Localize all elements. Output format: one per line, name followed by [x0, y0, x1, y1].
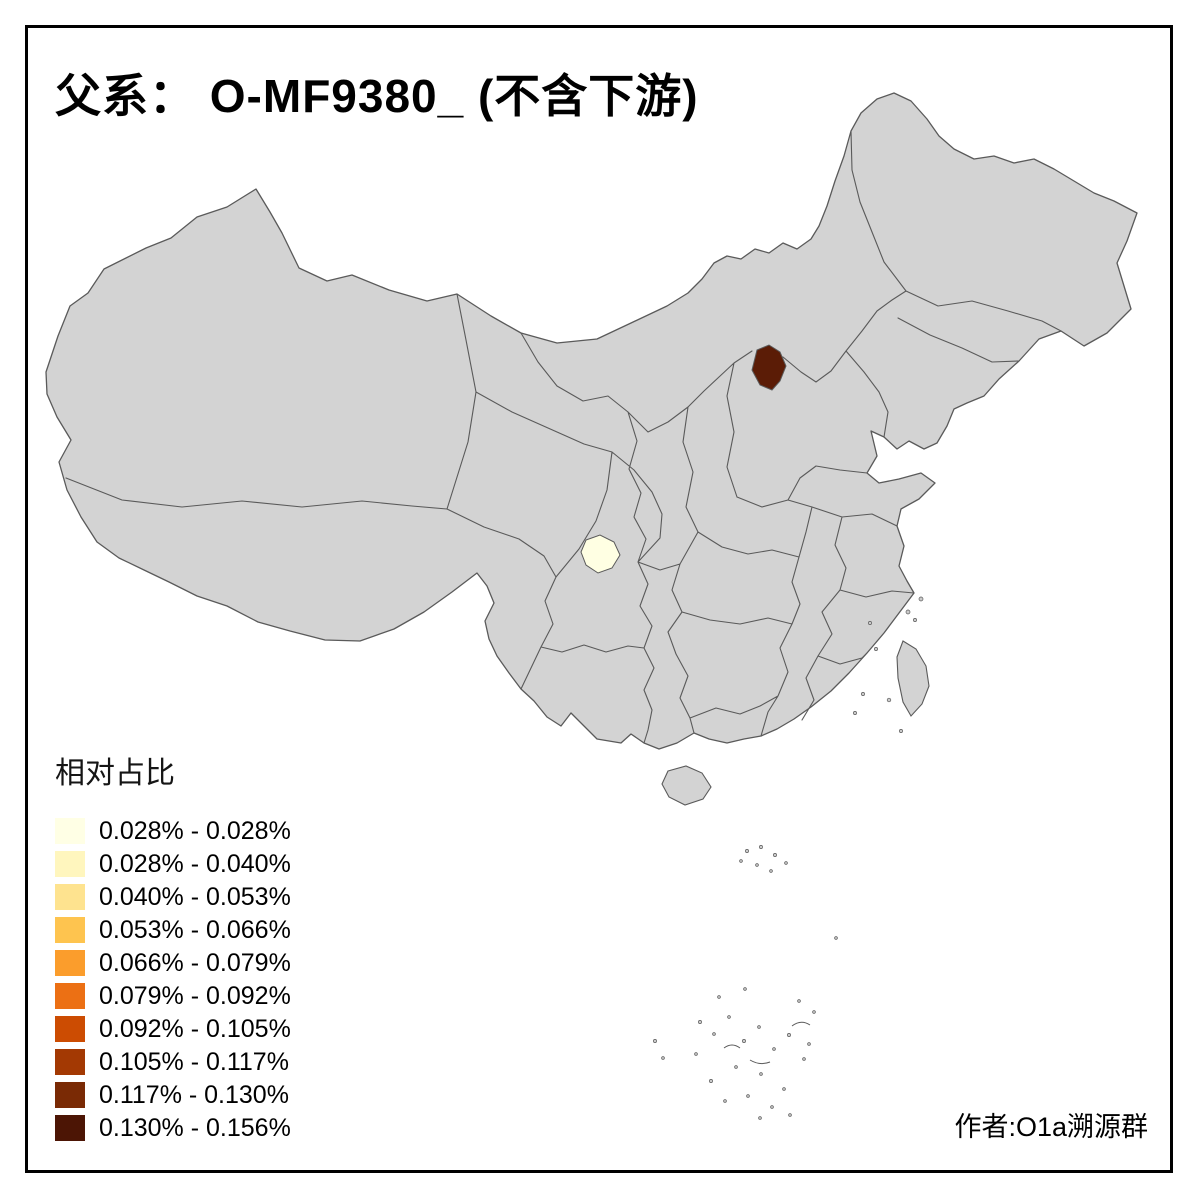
figure-title: 父系： O-MF9380_ (不含下游) — [55, 70, 699, 122]
map-layers — [45, 92, 1138, 1120]
legend-swatch — [55, 917, 85, 943]
legend-swatch — [55, 1016, 85, 1042]
author-credit: 作者:O1a溯源群 — [954, 1112, 1148, 1142]
legend-swatch — [55, 983, 85, 1009]
legend-label: 0.130% - 0.156% — [99, 1114, 291, 1142]
taiwan-island — [896, 640, 930, 717]
legend-swatch — [55, 950, 85, 976]
china-mainland — [45, 92, 1138, 750]
legend-label: 0.079% - 0.092% — [99, 982, 291, 1010]
legend-label: 0.028% - 0.040% — [99, 850, 291, 878]
legend-item: 0.079% - 0.092% — [55, 983, 291, 1009]
legend-item: 0.066% - 0.079% — [55, 950, 291, 976]
legend: 相对占比 0.028% - 0.028% 0.028% - 0.040% 0.040… — [55, 748, 291, 1148]
region-beijing-area — [751, 344, 787, 391]
legend-item: 0.028% - 0.028% — [55, 818, 291, 844]
legend-item: 0.053% - 0.066% — [55, 917, 291, 943]
legend-label: 0.105% - 0.117% — [99, 1048, 289, 1076]
legend-label: 0.092% - 0.105% — [99, 1015, 291, 1043]
legend-items: 0.028% - 0.028% 0.028% - 0.040% 0.040% - 0… — [55, 818, 291, 1141]
legend-swatch — [55, 1049, 85, 1075]
legend-item: 0.040% - 0.053% — [55, 884, 291, 910]
hainan-island — [661, 765, 712, 806]
legend-swatch — [55, 818, 85, 844]
legend-swatch — [55, 851, 85, 877]
region-sichuan-area — [580, 534, 621, 574]
province-borders — [65, 130, 1062, 744]
legend-swatch — [55, 1115, 85, 1141]
legend-item: 0.028% - 0.040% — [55, 851, 291, 877]
legend-label: 0.066% - 0.079% — [99, 949, 291, 977]
legend-label: 0.040% - 0.053% — [99, 883, 291, 911]
legend-label: 0.053% - 0.066% — [99, 916, 291, 944]
legend-item: 0.130% - 0.156% — [55, 1115, 291, 1141]
legend-label: 0.117% - 0.130% — [99, 1081, 289, 1109]
legend-swatch — [55, 884, 85, 910]
legend-item: 0.117% - 0.130% — [55, 1082, 291, 1108]
legend-item: 0.105% - 0.117% — [55, 1049, 291, 1075]
small-islands — [653, 596, 924, 1120]
legend-title: 相对占比 — [55, 757, 175, 790]
legend-item: 0.092% - 0.105% — [55, 1016, 291, 1042]
legend-label: 0.028% - 0.028% — [99, 817, 291, 845]
legend-swatch — [55, 1082, 85, 1108]
